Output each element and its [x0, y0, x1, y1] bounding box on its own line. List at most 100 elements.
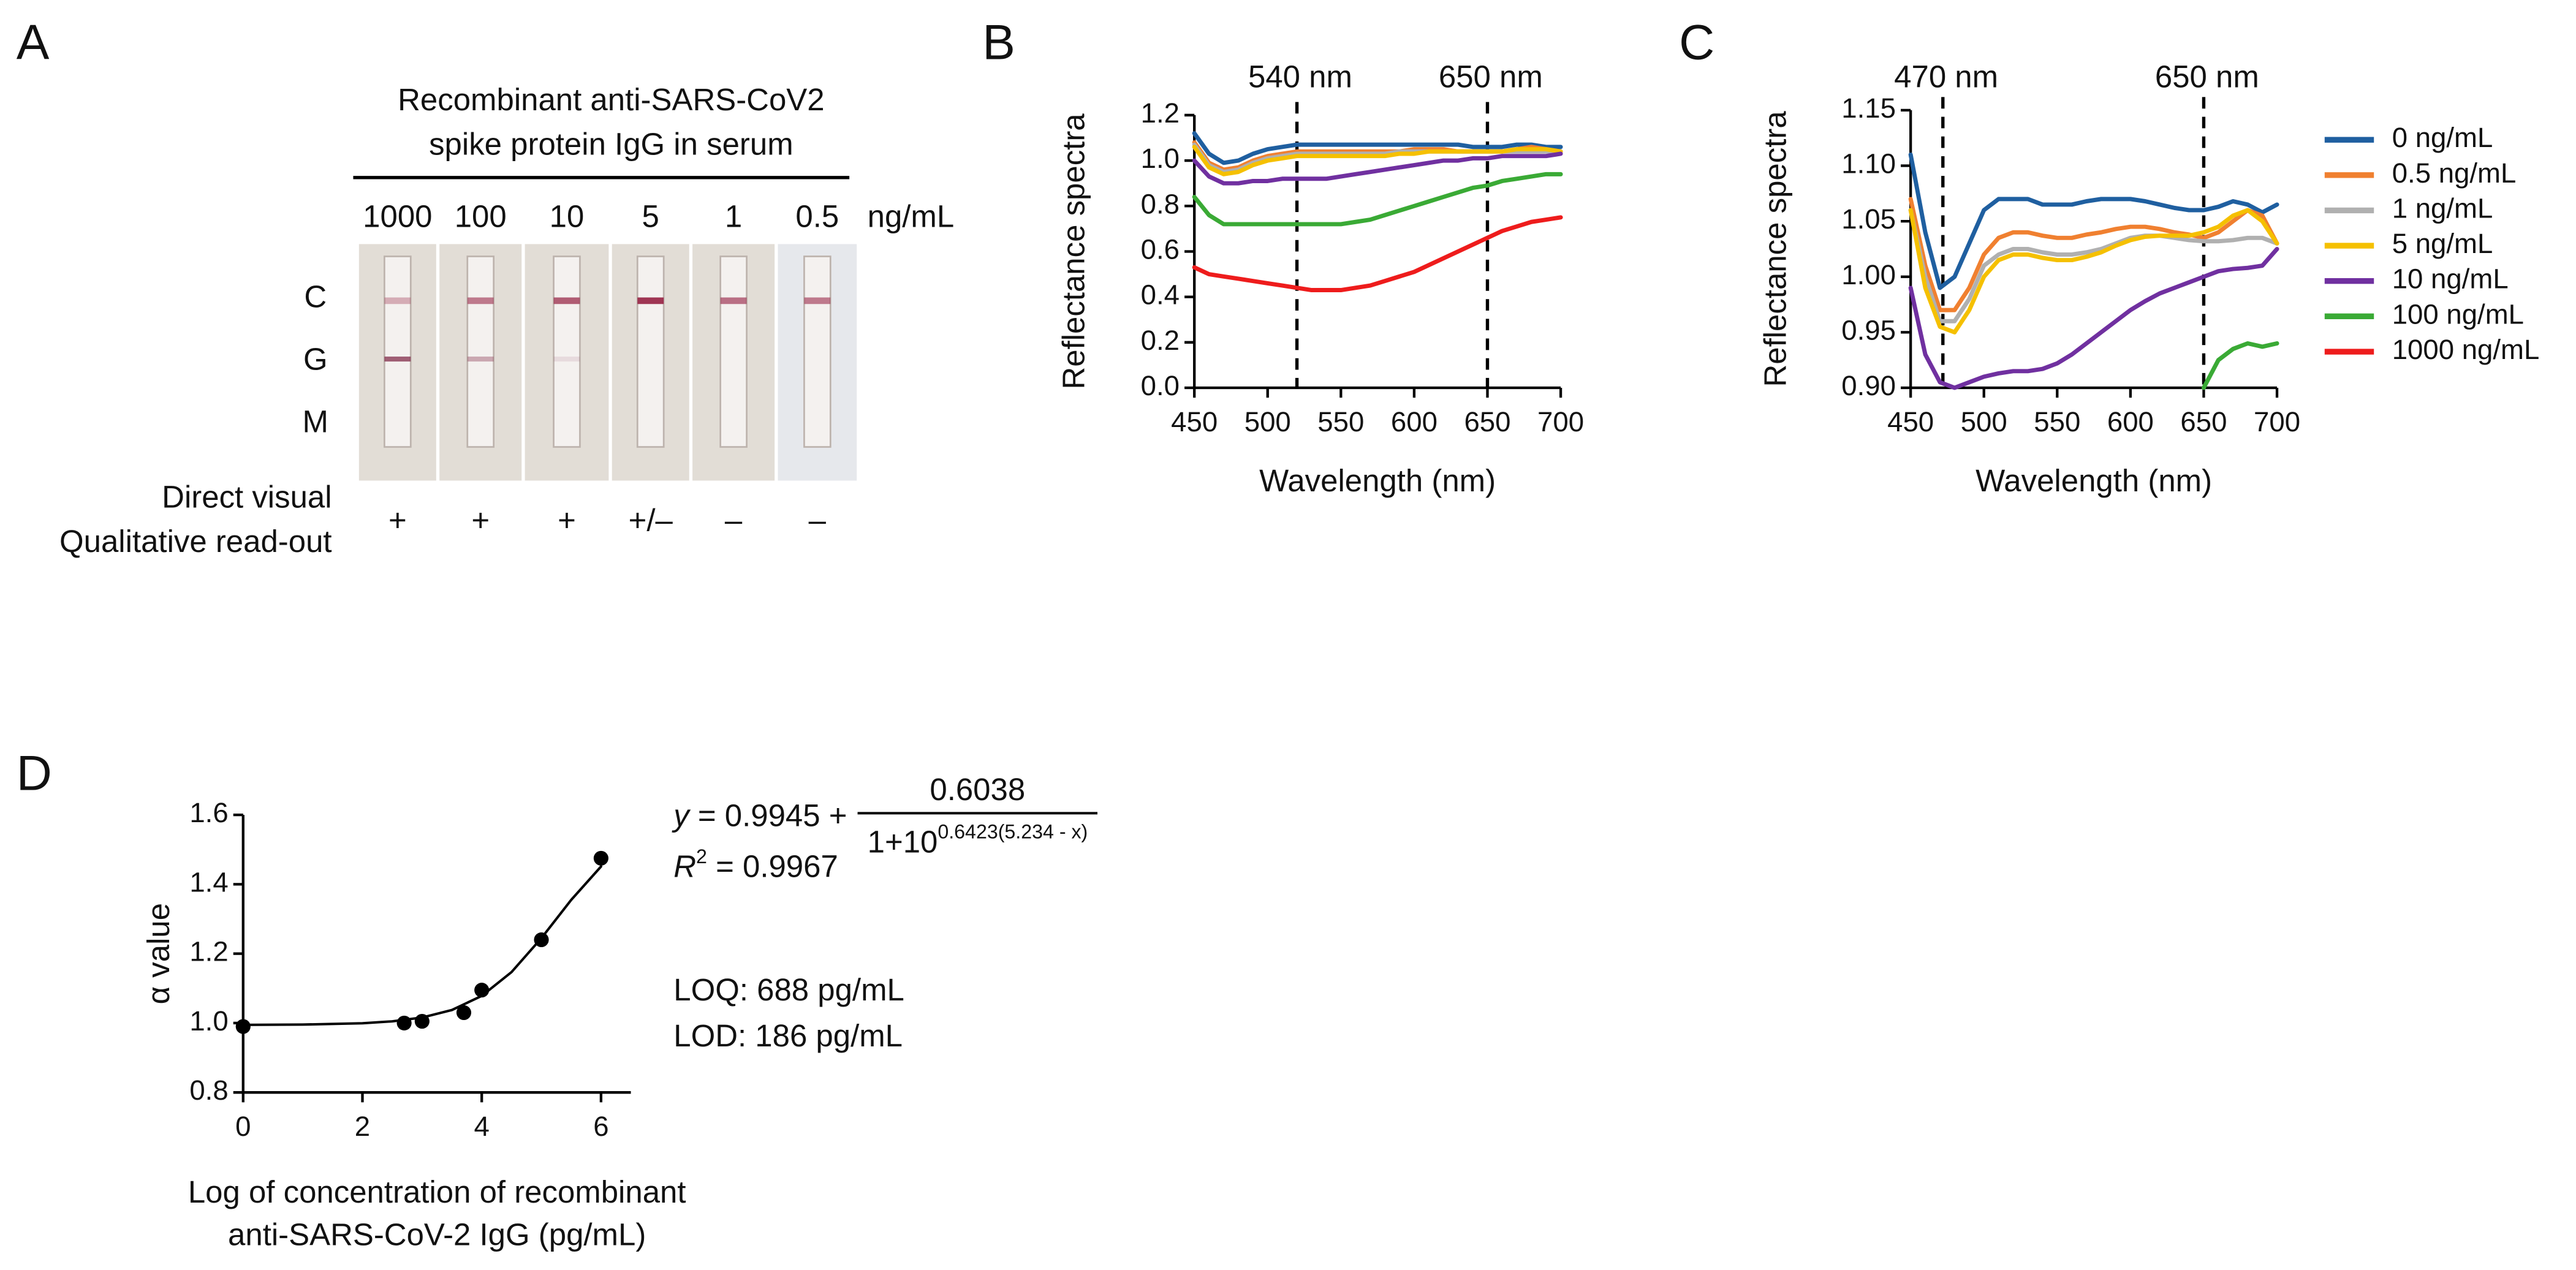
- r-power: 2: [696, 845, 707, 867]
- x-tick-label: 500: [1244, 406, 1291, 437]
- reference-label: 650 nm: [1439, 59, 1543, 94]
- y-axis-label: α value: [141, 903, 176, 1004]
- data-point: [396, 1015, 412, 1030]
- y-tick-label: 0.90: [1841, 370, 1896, 401]
- y-tick-label: 0.0: [1141, 370, 1180, 401]
- x-tick-label: 550: [2034, 406, 2080, 437]
- y-tick-label: 0.8: [189, 1075, 228, 1106]
- readout: –: [809, 502, 827, 537]
- y-tick-label: 1.2: [1141, 97, 1180, 129]
- strip-window: [719, 255, 748, 448]
- x-tick-label: 0: [235, 1111, 251, 1142]
- concentration-label: 5: [642, 198, 659, 233]
- series-line: [1908, 246, 2279, 390]
- r-symbol: R: [673, 849, 696, 884]
- concentration-label: 1000: [363, 198, 432, 233]
- series-line: [1908, 208, 2279, 335]
- data-point: [414, 1014, 430, 1029]
- r-value: = 0.9967: [707, 849, 838, 884]
- x-tick-label: 450: [1171, 406, 1218, 437]
- y-axis-label: Reflectance spectra: [1056, 113, 1091, 390]
- series-line: [1908, 208, 2279, 323]
- x-tick-label: 2: [355, 1111, 370, 1142]
- x-tick-label: 650: [1464, 406, 1510, 437]
- y-tick-label: 1.10: [1841, 148, 1896, 180]
- y-tick-label: 1.4: [189, 866, 228, 898]
- concentration-label: 10: [550, 198, 585, 233]
- g-band: [467, 357, 494, 362]
- legend-label: 1 ng/mL: [2392, 192, 2493, 224]
- strip-window: [803, 255, 832, 448]
- c-band: [804, 297, 831, 304]
- g-band: [384, 357, 411, 362]
- annotation: LOQ: 688 pg/mL: [673, 972, 904, 1007]
- r-squared: R2 = 0.9967: [673, 845, 838, 884]
- strip-window: [466, 255, 495, 448]
- y-tick-label: 0.4: [1141, 279, 1180, 311]
- y-axis-label: Reflectance spectra: [1757, 111, 1792, 387]
- band-label: G: [303, 342, 328, 377]
- x-axis-label: Wavelength (nm): [1259, 463, 1496, 498]
- strip-title: spike protein IgG in serum: [429, 126, 794, 161]
- c-band: [553, 297, 580, 304]
- concentration-label: 100: [455, 198, 507, 233]
- x-tick-label: 600: [1391, 406, 1438, 437]
- y-tick-label: 1.2: [189, 936, 228, 967]
- panel-letter: B: [982, 15, 1015, 70]
- unit-label: ng/mL: [868, 198, 955, 233]
- legend-label: 10 ng/mL: [2392, 263, 2509, 295]
- reference-label: 650 nm: [2155, 59, 2259, 94]
- series-line: [1192, 145, 1563, 176]
- series-line: [2201, 341, 2279, 390]
- x-tick-label: 450: [1887, 406, 1934, 437]
- data-point: [593, 850, 608, 866]
- x-axis-label: Wavelength (nm): [1976, 463, 2212, 498]
- data-point: [534, 932, 549, 948]
- series-line: [1192, 131, 1563, 165]
- band-label: C: [304, 279, 327, 314]
- legend-label: 0.5 ng/mL: [2392, 157, 2517, 189]
- series-line: [1908, 197, 2279, 312]
- row-label: Direct visual: [162, 480, 331, 515]
- strip-window: [384, 255, 412, 448]
- y-tick-label: 1.6: [189, 797, 228, 828]
- y-tick-label: 1.0: [189, 1005, 228, 1037]
- panel-letter: D: [17, 746, 52, 801]
- data-point: [456, 1005, 472, 1020]
- g-band: [553, 357, 580, 362]
- x-tick-label: 500: [1961, 406, 2007, 437]
- series-line: [1192, 151, 1563, 186]
- readout: –: [725, 502, 743, 537]
- equation-text: = 0.9945 +: [689, 798, 847, 833]
- y-tick-label: 1.0: [1141, 143, 1180, 174]
- annotation: LOD: 186 pg/mL: [673, 1018, 903, 1053]
- data-point: [235, 1019, 251, 1034]
- y-tick-label: 1.05: [1841, 203, 1896, 235]
- x-tick-label: 700: [1537, 406, 1584, 437]
- c-band: [720, 297, 747, 304]
- panel-letter: C: [1679, 15, 1714, 70]
- concentration-label: 1: [725, 198, 742, 233]
- band-label: M: [303, 404, 328, 439]
- x-tick-label: 550: [1317, 406, 1364, 437]
- y-tick-label: 1.15: [1841, 93, 1896, 124]
- series-line: [1192, 172, 1563, 227]
- equation-numerator: 0.6038: [930, 772, 1025, 807]
- series-line: [1908, 152, 2279, 290]
- c-band: [467, 297, 494, 304]
- readout: +/–: [629, 502, 673, 537]
- denominator: 1+10: [868, 825, 938, 860]
- equation-denominator: 1+100.6423(5.234 - x): [868, 820, 1088, 860]
- strip-window: [636, 255, 665, 448]
- reference-label: 470 nm: [1894, 59, 1998, 94]
- panel-letter: A: [17, 15, 50, 70]
- readout: +: [471, 502, 490, 537]
- legend-label: 100 ng/mL: [2392, 298, 2524, 330]
- y-tick-label: 1.00: [1841, 259, 1896, 290]
- row-label: Qualitative read-out: [59, 524, 332, 559]
- y-tick-label: 0.2: [1141, 325, 1180, 356]
- x-tick-label: 650: [2180, 406, 2227, 437]
